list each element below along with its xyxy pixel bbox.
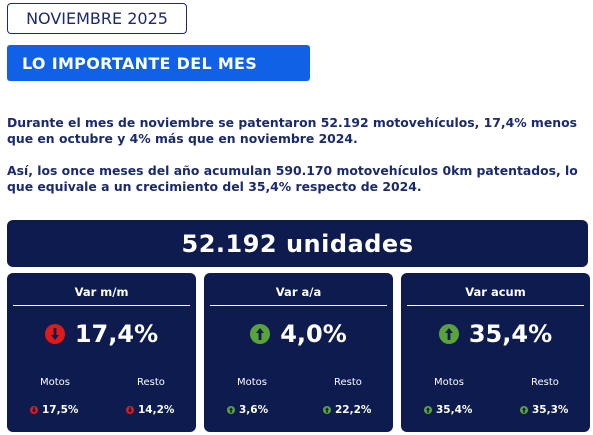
- card-percentage: 4,0%: [280, 320, 347, 348]
- resto-label: Resto: [137, 377, 165, 388]
- up-arrow-icon: [227, 406, 235, 414]
- section-title: LO IMPORTANTE DEL MES: [7, 45, 310, 81]
- down-arrow-icon: [126, 406, 134, 414]
- month-label: NOVIEMBRE 2025: [7, 3, 187, 34]
- card-var-aa: Var a/a 4,0% Motos Resto 3,6% 22,2%: [204, 273, 393, 432]
- up-arrow-icon: [250, 324, 271, 344]
- resto-value-text: 22,2%: [335, 404, 372, 416]
- card-var-acum: Var acum 35,4% Motos Resto 35,4% 35,3%: [401, 273, 590, 432]
- card-title: Var acum: [465, 285, 526, 299]
- resto-value-text: 14,2%: [138, 404, 175, 416]
- motos-value: 17,5%: [30, 404, 78, 416]
- resto-label: Resto: [334, 377, 362, 388]
- card-main-value: 17,4%: [7, 317, 196, 351]
- motos-value-text: 17,5%: [42, 404, 79, 416]
- resto-value-text: 35,3%: [532, 404, 569, 416]
- card-percentage: 35,4%: [468, 320, 553, 348]
- up-arrow-icon: [438, 324, 459, 344]
- card-divider: [407, 305, 584, 306]
- month-text: NOVIEMBRE 2025: [26, 9, 168, 28]
- card-var-mm: Var m/m 17,4% Motos Resto 17,5% 14,2%: [7, 273, 196, 432]
- motos-value-text: 35,4%: [436, 404, 473, 416]
- card-divider: [210, 305, 387, 306]
- motos-label: Motos: [237, 377, 267, 388]
- motos-value: 35,4%: [424, 404, 472, 416]
- card-main-value: 4,0%: [204, 317, 393, 351]
- card-percentage: 17,4%: [74, 320, 159, 348]
- card-title: Var a/a: [275, 285, 322, 299]
- resto-value: 22,2%: [323, 404, 371, 416]
- card-title: Var m/m: [74, 285, 129, 299]
- resto-value: 35,3%: [520, 404, 568, 416]
- units-total: 52.192 unidades: [181, 229, 414, 258]
- motos-value: 3,6%: [227, 404, 268, 416]
- summary-paragraph-1: Durante el mes de noviembre se patentaro…: [7, 115, 577, 146]
- motos-label: Motos: [40, 377, 70, 388]
- down-arrow-icon: [30, 406, 38, 414]
- motos-value-text: 3,6%: [239, 404, 269, 416]
- summary-paragraph-2: Así, los once meses del año acumulan 590…: [7, 163, 578, 194]
- motos-label: Motos: [434, 377, 464, 388]
- resto-value: 14,2%: [126, 404, 174, 416]
- up-arrow-icon: [520, 406, 528, 414]
- up-arrow-icon: [424, 406, 432, 414]
- units-panel: 52.192 unidades: [7, 220, 588, 267]
- section-title-text: LO IMPORTANTE DEL MES: [22, 53, 258, 73]
- card-divider: [13, 305, 190, 306]
- down-arrow-icon: [44, 324, 65, 344]
- up-arrow-icon: [323, 406, 331, 414]
- resto-label: Resto: [531, 377, 559, 388]
- card-main-value: 35,4%: [401, 317, 590, 351]
